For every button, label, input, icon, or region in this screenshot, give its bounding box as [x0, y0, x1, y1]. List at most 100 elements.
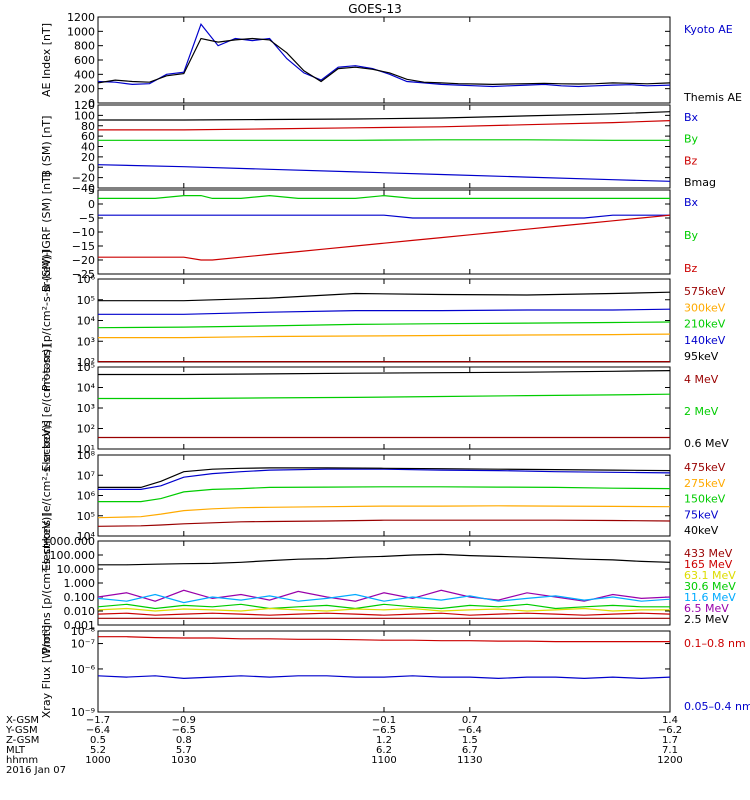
x-row-value: −6.2: [658, 725, 682, 736]
y-tick-label: 0.010: [64, 605, 96, 618]
series-line-63.1-mev: [97, 607, 670, 612]
y-tick-label: 40: [81, 141, 95, 154]
x-row-value: 5.7: [176, 745, 192, 756]
y-tick-label: 120: [74, 99, 95, 112]
panel-6: 10⁸ 10⁷ 10⁶ 10⁵ 10⁴ Electrons [e/(cm²-s-sr-ke…: [40, 420, 726, 571]
y-tick-label: 100: [74, 109, 95, 122]
y-tick-label: 10⁶: [77, 273, 96, 286]
y-axis-label: B (SM) [nT]: [40, 116, 53, 178]
series-line-300kev: [98, 333, 671, 339]
x-row-value: 1000: [85, 755, 110, 766]
series-line-bz: [98, 214, 671, 261]
y-tick-label: 1000.000: [43, 535, 96, 548]
panel-frame: [97, 630, 671, 713]
panel-frame: [97, 540, 671, 626]
x-row-value: −6.5: [372, 725, 396, 736]
y-tick-label: 0: [88, 198, 95, 211]
series-line-0.05-0.4-nm: [97, 675, 671, 680]
x-row-value: −1.7: [86, 715, 110, 726]
y-tick-label: 10⁴: [77, 382, 96, 395]
series-line-140kev: [98, 308, 671, 315]
y-tick-label: −10: [72, 226, 95, 239]
x-row-label: hhmm: [6, 755, 38, 766]
panel-frame: [97, 278, 671, 363]
series-line-bx: [97, 164, 671, 182]
series-line-bmag: [98, 111, 671, 121]
series-line-95kev: [98, 291, 671, 302]
legend-entry: By: [684, 133, 699, 146]
y-tick-label: 10³: [77, 335, 95, 348]
panel-8: 10⁻⁸10⁻⁷ 10⁻⁶ 10⁻⁹ Xray Flux [W/m²] 0.1–0.8 …: [40, 625, 750, 719]
legend-entry: 11.6 MeV: [684, 591, 736, 604]
x-row-value: 0.8: [176, 735, 192, 746]
y-tick-label: 10¹: [77, 443, 95, 456]
x-row-value: −0.1: [372, 715, 396, 726]
x-row-value: 7.1: [662, 745, 678, 756]
y-tick-label: 1.000: [64, 577, 96, 590]
y-tick-label: 10⁸: [77, 449, 96, 462]
legend-entry: 150keV: [684, 493, 726, 506]
y-tick-label: 10.000: [57, 563, 96, 576]
series-line-165-mev: [97, 612, 671, 616]
legend-entry: Kyoto AE: [684, 23, 733, 36]
y-tick-label: −20: [72, 172, 95, 185]
y-tick-label: 10⁻⁷: [71, 638, 95, 651]
x-row-label: Y-GSM: [5, 725, 38, 736]
x-row-label: Z-GSM: [6, 735, 39, 746]
x-row-value: 0.5: [90, 735, 106, 746]
x-row-value: 5.2: [90, 745, 106, 756]
legend-entry: 0.05–0.4 nm: [684, 700, 750, 713]
legend-entry: 0.6 MeV: [684, 437, 729, 450]
series-line-0.1-0.8-nm: [98, 636, 670, 643]
panel-frame: [97, 16, 671, 104]
series-line-40kev: [98, 467, 671, 488]
x-row-value: 6.7: [462, 745, 478, 756]
y-tick-label: −25: [72, 268, 95, 281]
legend-entry: By: [684, 229, 699, 242]
x-row-value: 1.7: [662, 735, 678, 746]
y-tick-label: 80: [81, 120, 95, 133]
x-row-value: 1130: [457, 755, 482, 766]
y-tick-label: 10⁵: [77, 510, 95, 523]
legend-entry: 40keV: [684, 524, 719, 537]
series-line-11.6-mev: [97, 593, 671, 604]
legend-entry: 6.5 MeV: [684, 602, 729, 615]
legend-entry: 140keV: [684, 334, 726, 347]
x-row-label: X-GSM: [6, 715, 39, 726]
legend-entry: 2 MeV: [684, 405, 719, 418]
x-row-value: −6.4: [86, 725, 110, 736]
y-tick-label: 10²: [77, 356, 95, 369]
y-tick-label: 10⁻⁸: [71, 625, 96, 638]
series-line-kyoto-ae: [97, 22, 671, 88]
series-line-6.5-mev: [97, 589, 671, 602]
series-line-2-mev: [98, 393, 671, 400]
legend-entry: 2.5 MeV: [684, 613, 729, 626]
x-row-value: 1200: [657, 755, 682, 766]
page-title: GOES-13: [348, 2, 402, 16]
y-tick-label: 10⁴: [77, 315, 96, 328]
legend-entry: 95keV: [684, 350, 719, 363]
series-line-2.5-mev: [98, 553, 671, 566]
legend-entry: Bz: [684, 262, 698, 275]
y-tick-label: 200: [74, 83, 95, 96]
y-tick-label: −20: [72, 254, 95, 267]
legend-entry: Bmag: [684, 176, 716, 189]
legend-entry: Bz: [684, 154, 698, 167]
legend-entry: 300keV: [684, 301, 726, 314]
series-line-by: [98, 194, 670, 199]
legend-entry: 165 MeV: [684, 558, 733, 571]
y-axis-label: Protons [p/(cm²-s-sr-keV)]: [40, 512, 53, 653]
y-tick-label: 600: [74, 54, 95, 67]
legend-entry: 210keV: [684, 318, 726, 331]
series-line-275kev: [97, 505, 671, 519]
series-line-0.6-mev: [98, 370, 671, 376]
y-tick-label: 0.001: [64, 619, 96, 632]
y-axis-label: B (SM)-IGRF (SM) [nT]: [40, 172, 53, 292]
y-tick-label: 20: [81, 151, 95, 164]
y-tick-label: 1200: [67, 11, 95, 24]
x-row-value: 1100: [371, 755, 396, 766]
